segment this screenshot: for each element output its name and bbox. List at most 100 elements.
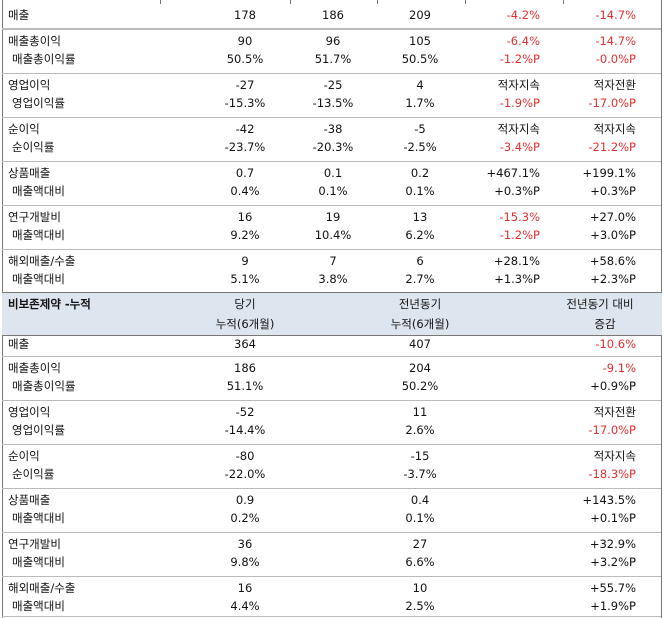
- cell: -25: [323, 78, 343, 92]
- row-label: 매출총이익: [8, 34, 61, 48]
- row-label: 매출액대비: [12, 555, 65, 569]
- cell: 0.2%: [230, 511, 260, 525]
- cell: 2.5%: [405, 599, 435, 613]
- row-line: [2, 205, 661, 206]
- cell: -1.2%P: [499, 228, 540, 242]
- row-label: 매출액대비: [12, 272, 65, 286]
- row-label: 순이익률: [12, 140, 55, 154]
- cell: 6.2%: [405, 228, 435, 242]
- cell: -4.2%: [506, 8, 540, 22]
- cell: 적자지속: [497, 78, 540, 92]
- cell: -80: [235, 449, 255, 463]
- header: 누적(6개월): [390, 317, 450, 331]
- row-label: 영업이익률: [12, 423, 65, 437]
- cell: +3.2%P: [590, 555, 636, 569]
- row-label: 상품매출: [8, 166, 51, 180]
- header-band: [2, 292, 662, 336]
- col-tick: [160, 0, 161, 4]
- cell: 6: [416, 254, 424, 268]
- cell: -14.7%: [595, 34, 636, 48]
- row-label: 매출총이익률: [12, 52, 76, 66]
- row-label: 영업이익률: [12, 96, 65, 110]
- cell: 10.4%: [314, 228, 352, 242]
- cell: 9.8%: [230, 555, 260, 569]
- cell: 0.1%: [405, 511, 435, 525]
- cell: -17.0%P: [588, 96, 636, 110]
- row-label: 연구개발비: [8, 210, 61, 224]
- cell: -18.3%P: [588, 467, 636, 481]
- cell: 0.4%: [230, 184, 260, 198]
- cell: 51.1%: [226, 379, 264, 393]
- cell: -10.6%: [595, 337, 636, 351]
- cell: 204: [409, 361, 431, 375]
- row-line: [2, 488, 661, 489]
- cell: -42: [235, 122, 255, 136]
- cell: 0.4: [410, 493, 430, 507]
- cell: -1.2%P: [499, 52, 540, 66]
- cell: 51.7%: [314, 52, 352, 66]
- col-tick: [563, 0, 564, 4]
- cell: 186: [322, 8, 344, 22]
- cell: -2.5%: [403, 140, 437, 154]
- cell: 적자전환: [593, 405, 636, 419]
- cell: -21.2%P: [588, 140, 636, 154]
- cell: 9.2%: [230, 228, 260, 242]
- cell: -14.4%: [224, 423, 266, 437]
- cell: 적자지속: [593, 449, 636, 463]
- cell: -23.7%: [224, 140, 266, 154]
- cell: +467.1%: [486, 166, 541, 180]
- cell: 13: [412, 210, 428, 224]
- row-line: [2, 28, 661, 29]
- cell: +0.3%P: [590, 184, 636, 198]
- col-tick: [465, 0, 466, 4]
- cell: +3.0%P: [590, 228, 636, 242]
- row-line: [2, 532, 661, 533]
- cell: 27: [412, 537, 428, 551]
- cell: 0.1%: [318, 184, 348, 198]
- cell: -22.0%: [224, 467, 266, 481]
- row-line: [2, 161, 661, 162]
- row-label: 매출: [8, 8, 30, 22]
- table-title: 비보존제약 -누적: [8, 297, 91, 311]
- header: 누적(6개월): [215, 317, 275, 331]
- cell: +199.1%: [582, 166, 637, 180]
- cell: -3.7%: [403, 467, 437, 481]
- cell: 0.1%: [405, 184, 435, 198]
- header: 전년동기: [398, 297, 442, 311]
- row-label: 매출액대비: [12, 184, 65, 198]
- cell: +58.6%: [589, 254, 636, 268]
- cell: -0.0%P: [595, 52, 636, 66]
- row-line: [2, 356, 661, 357]
- cell: 적자전환: [593, 78, 636, 92]
- cell: 50.5%: [226, 52, 264, 66]
- header: 당기: [234, 297, 256, 311]
- cell: -3.4%P: [499, 140, 540, 154]
- row-label: 영업이익: [8, 78, 51, 92]
- row-label: 순이익률: [12, 467, 55, 481]
- cell: -13.5%: [312, 96, 354, 110]
- cell: 0.2: [410, 166, 430, 180]
- cell: 407: [409, 337, 431, 351]
- cell: 6.6%: [405, 555, 435, 569]
- row-line: [2, 576, 661, 577]
- cell: 4: [416, 78, 424, 92]
- cell: -9.1%: [602, 361, 636, 375]
- cell: 3.8%: [318, 272, 348, 286]
- row-label: 영업이익: [8, 405, 51, 419]
- col-tick: [377, 0, 378, 4]
- row-label: 매출액대비: [12, 228, 65, 242]
- row-label: 연구개발비: [8, 537, 61, 551]
- cell: -5: [414, 122, 426, 136]
- cell: -15.3%: [499, 210, 540, 224]
- cell: -1.9%P: [499, 96, 540, 110]
- cell: -52: [235, 405, 255, 419]
- cell: 4.4%: [230, 599, 260, 613]
- cell: 36: [237, 537, 253, 551]
- row-label: 해외매출/수출: [8, 254, 76, 268]
- cell: 178: [234, 8, 256, 22]
- row-label: 매출액대비: [12, 511, 65, 525]
- cell: +0.3%P: [494, 184, 540, 198]
- row-line: [2, 249, 661, 250]
- cell: +32.9%: [589, 537, 636, 551]
- cell: 0.9: [235, 493, 255, 507]
